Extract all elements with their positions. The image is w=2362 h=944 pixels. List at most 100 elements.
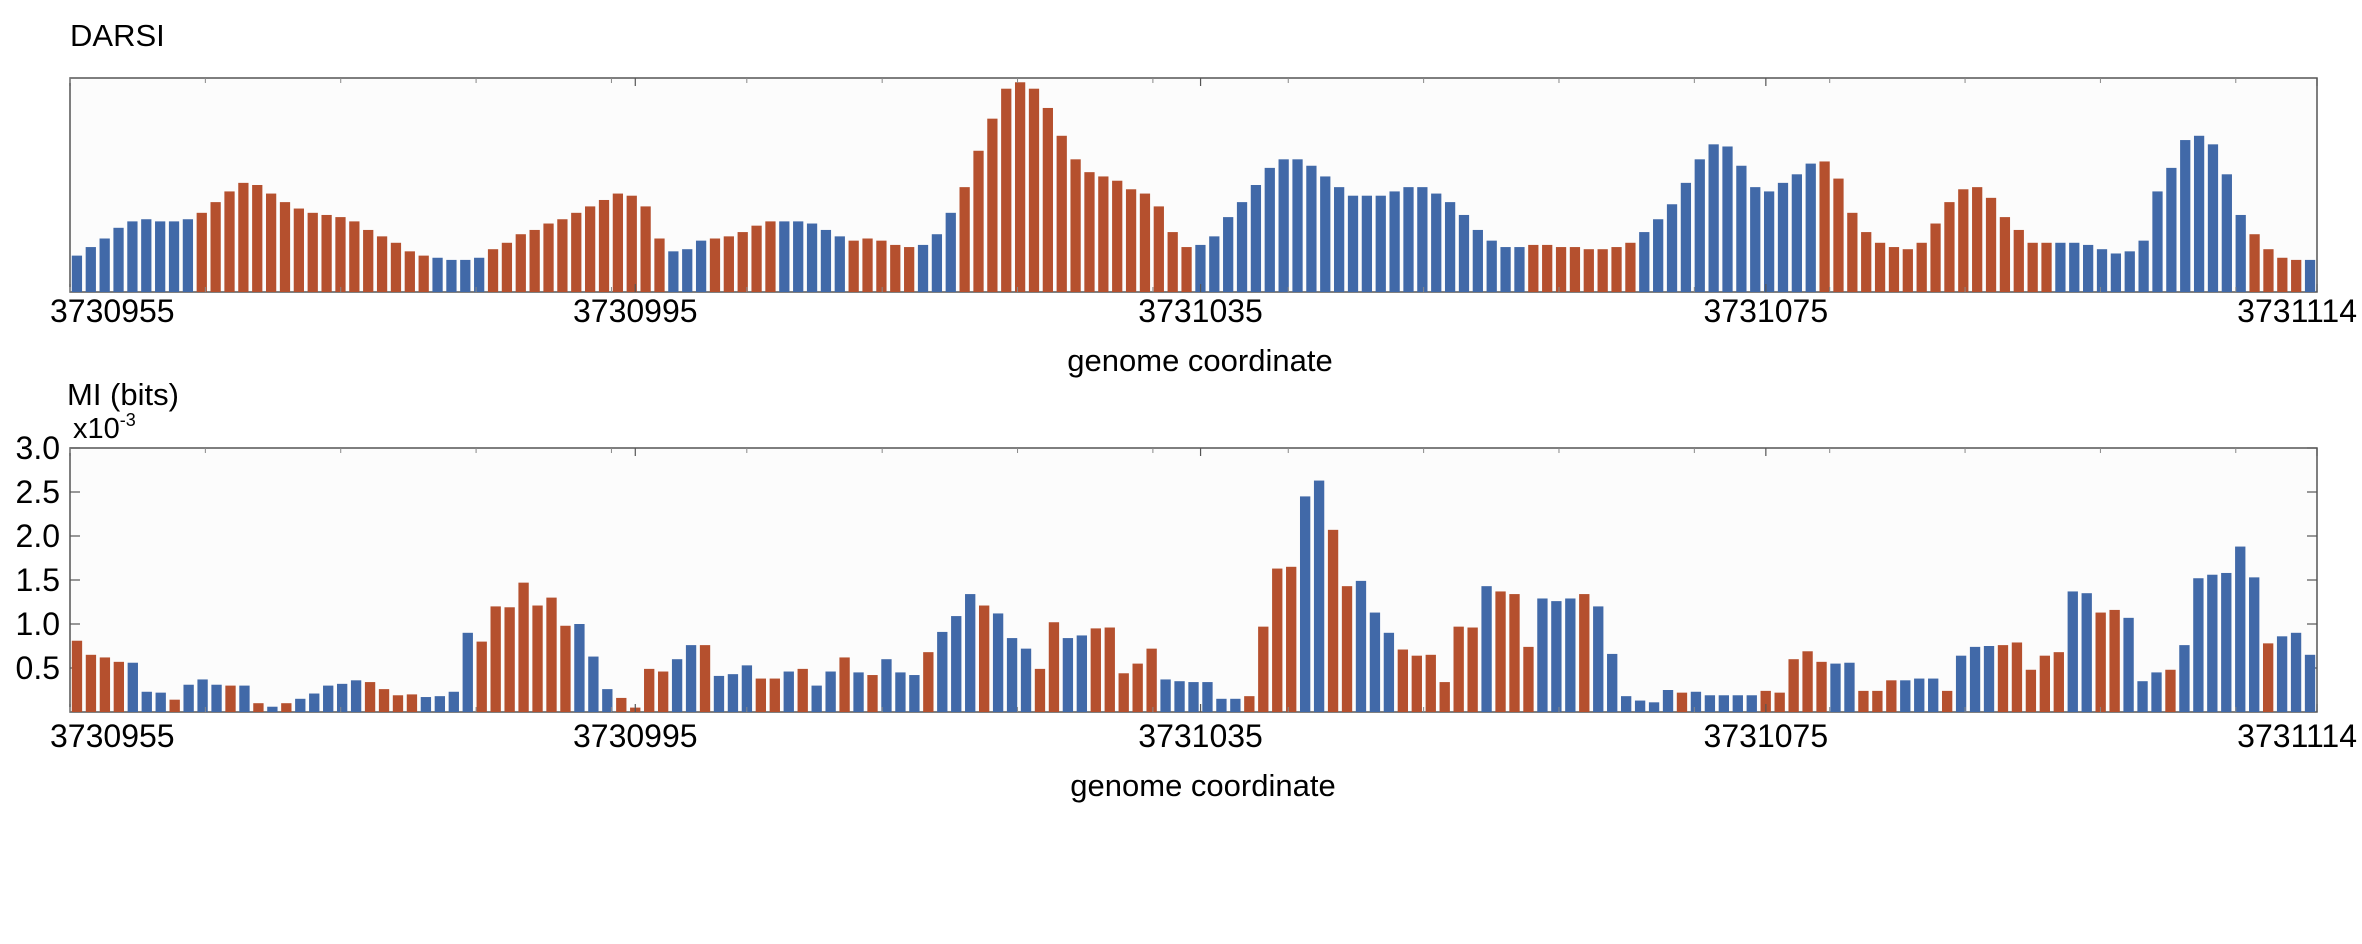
mi-bar [1969, 646, 1981, 712]
darsi-x-tick-label: 3731035 [1138, 293, 1263, 329]
darsi-bar [390, 242, 402, 292]
darsi-bar [931, 234, 943, 292]
darsi-bars [71, 82, 2316, 293]
mi-bar [1076, 635, 1088, 712]
darsi-bar [1999, 217, 2011, 292]
mi-bar [392, 695, 404, 712]
darsi-bar [2152, 191, 2163, 292]
mi-bar [518, 582, 529, 712]
mi-bar [295, 698, 306, 712]
mi-bar [1132, 663, 1143, 712]
mi-bar [1313, 480, 1325, 712]
mi-bar [2039, 655, 2051, 712]
mi-bar [1690, 691, 1702, 712]
mi-x-tick-label: 3731114 [2237, 718, 2357, 754]
mi-bar [2235, 546, 2246, 712]
darsi-bar [1014, 82, 1026, 292]
mi-bar [1383, 632, 1395, 712]
mi-bar [1104, 627, 1115, 712]
darsi-bar [1001, 88, 1012, 292]
mi-bar [783, 671, 794, 712]
mi-bar [1411, 655, 1422, 712]
darsi-bar [71, 255, 83, 292]
mi-bar [1453, 626, 1464, 712]
darsi-bar [959, 187, 970, 292]
darsi-x-tick-label: 3731075 [1704, 293, 1829, 329]
mi-bar [867, 675, 878, 712]
darsi-bar [127, 221, 138, 292]
darsi-bar [1902, 249, 1913, 292]
mi-bar [1495, 591, 1506, 712]
darsi-bar [515, 234, 526, 292]
mi-bar [1565, 598, 1576, 712]
darsi-bar [640, 206, 651, 292]
mi-bar [2081, 593, 2092, 712]
darsi-bar [404, 251, 415, 292]
mi-bar [434, 696, 446, 712]
mi-bar [1397, 649, 1409, 712]
darsi-x-tick-label: 3731114 [2237, 293, 2357, 329]
darsi-bar [806, 223, 818, 292]
darsi-bar [2013, 229, 2024, 292]
darsi-bar [1777, 182, 1789, 292]
mi-bar [685, 645, 697, 712]
darsi-bar [1708, 144, 1719, 292]
darsi-bar [141, 219, 152, 292]
darsi-bar [1264, 167, 1275, 292]
darsi-bar [501, 242, 513, 292]
mi-bar [462, 632, 473, 712]
mi-x-tick-label: 3730955 [50, 718, 175, 754]
mi-bar [1216, 698, 1227, 712]
mi-x-tick-label: 3730995 [573, 718, 698, 754]
mi-bar [1579, 594, 1590, 712]
darsi-bar [793, 221, 804, 292]
darsi-bar [1320, 176, 1331, 292]
darsi-bar [682, 249, 693, 292]
darsi-bar [1819, 161, 1830, 292]
darsi-bar [1250, 185, 1262, 292]
mi-bar [323, 685, 334, 712]
darsi-bar [876, 240, 887, 292]
mi-bar [1034, 668, 1046, 712]
darsi-bar [1403, 187, 1414, 292]
mi-bar [2109, 609, 2120, 712]
mi-bar [2025, 669, 2037, 712]
mi-bar [727, 674, 739, 712]
mi-bar [1369, 612, 1381, 712]
darsi-bar [585, 206, 596, 292]
darsi-bar [1278, 159, 1289, 292]
darsi-bar [1500, 247, 1511, 292]
darsi-bar [307, 212, 318, 292]
mi-bar [992, 613, 1004, 712]
darsi-bar [210, 202, 221, 292]
darsi-bar [834, 236, 845, 292]
darsi-bar [1084, 172, 1095, 292]
mi-bar [923, 652, 934, 712]
darsi-bar [1361, 195, 1373, 292]
mi-bar [1662, 690, 1674, 712]
mi-bar [853, 672, 864, 712]
darsi-bar [335, 217, 346, 292]
darsi-bar [85, 247, 96, 292]
mi-bar [183, 684, 194, 712]
mi-bar [2290, 632, 2302, 712]
mi-bar [99, 657, 111, 712]
darsi-bar [1833, 178, 1844, 292]
mi-bar [965, 594, 976, 712]
darsi-bar [779, 221, 790, 292]
darsi-bar [1417, 187, 1428, 292]
mi-bar [1244, 696, 1255, 712]
mi-x-tick-label: 3731075 [1704, 718, 1829, 754]
darsi-bar [2207, 144, 2219, 292]
mi-bar [253, 703, 264, 712]
darsi-bar [474, 257, 485, 292]
mi-bar [1118, 673, 1129, 712]
mi-bar [2221, 572, 2232, 712]
mi-bar [1327, 529, 1339, 712]
darsi-bar [987, 118, 998, 292]
darsi-bar [1223, 217, 1234, 292]
darsi-bar [321, 214, 332, 292]
mi-bar [476, 641, 487, 712]
mi-bar [755, 678, 767, 712]
mi-bar [1202, 682, 1213, 712]
